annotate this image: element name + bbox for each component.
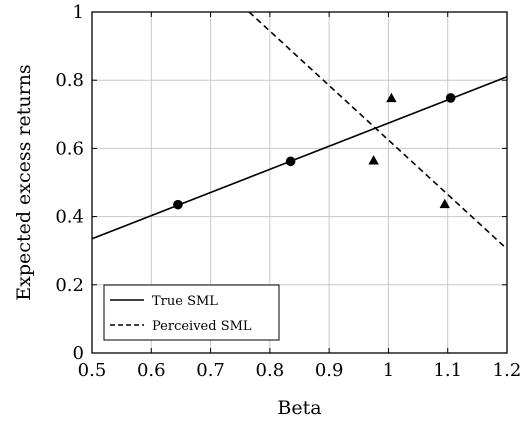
- y-axis-label: Expected excess returns: [13, 64, 35, 300]
- axis-ticks: 0.5 0.6 0.7 0.8 0.9 1 1.1 1.2 0 0.2 0.4 0.6 0.8 1: [55, 2, 521, 381]
- y-tick-label: 0.2: [55, 275, 84, 296]
- circle-point: [285, 156, 296, 167]
- circle-point: [445, 93, 456, 103]
- legend: True SML Perceived SML: [103, 284, 280, 341]
- x-tick-label: 1.2: [493, 360, 522, 381]
- y-tick-label: 0.4: [55, 207, 84, 228]
- plot-frame: [91, 11, 508, 354]
- series-lines: [92, 12, 507, 250]
- x-tick-label: 0.5: [78, 360, 107, 381]
- data-points: [173, 92, 456, 210]
- triangle-point: [368, 155, 379, 165]
- legend-box: [103, 284, 280, 341]
- x-tick-label: 1.1: [433, 360, 462, 381]
- series-line-perceived-sml: [248, 12, 507, 250]
- x-tick-label: 0.9: [315, 360, 344, 381]
- x-tick-label: 0.6: [137, 360, 166, 381]
- x-axis-label: Beta: [277, 397, 321, 419]
- y-tick-label: 0.8: [55, 70, 84, 91]
- legend-label-true-sml: True SML: [152, 294, 218, 309]
- triangle-point: [386, 92, 397, 103]
- legend-label-perceived-sml: Perceived SML: [152, 319, 252, 334]
- series-line-true-sml: [92, 76, 507, 240]
- y-tick-label: 1: [73, 2, 84, 23]
- triangle-point: [439, 198, 450, 209]
- y-tick-label: 0.6: [55, 138, 84, 159]
- circle-point: [173, 199, 183, 210]
- x-tick-label: 0.8: [256, 360, 285, 381]
- x-tick-label: 1: [383, 360, 394, 381]
- y-tick-label: 0: [73, 343, 84, 364]
- x-tick-label: 0.7: [196, 360, 225, 381]
